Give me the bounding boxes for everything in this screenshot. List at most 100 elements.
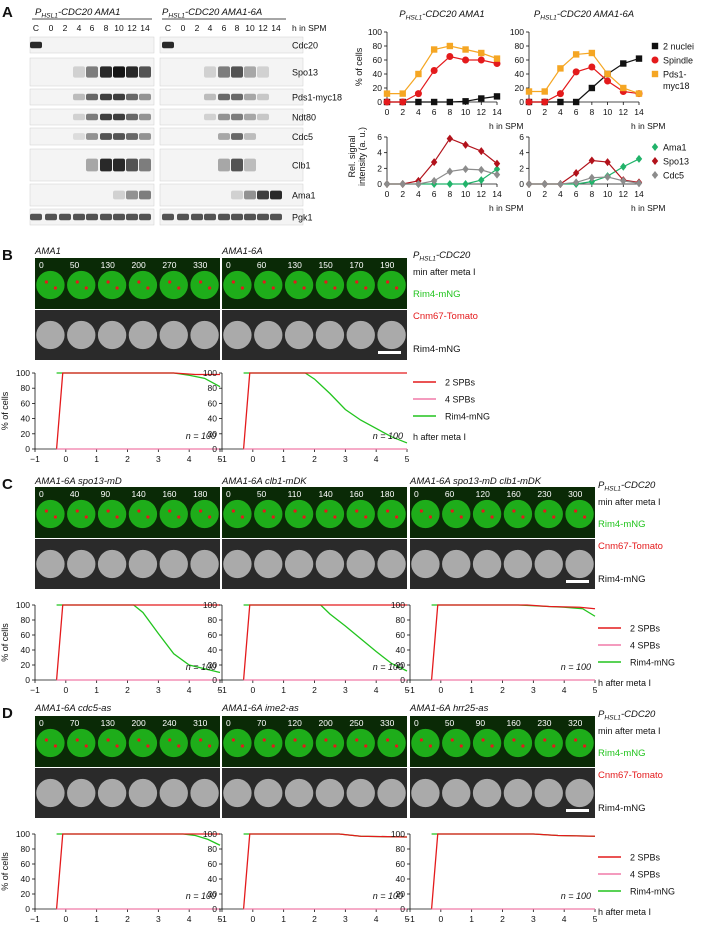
x-tick-label: 0 (63, 454, 68, 464)
time-label: 70 (257, 718, 267, 728)
data-point-square (462, 46, 469, 53)
blot-band (257, 213, 269, 221)
data-point-diamond (493, 170, 501, 179)
spb-dot (115, 286, 119, 290)
data-point-diamond (651, 171, 659, 179)
y-tick-label: 40 (208, 645, 218, 655)
n-label: n = 100 (561, 662, 591, 672)
blot-band (257, 190, 269, 200)
blot-band (231, 113, 243, 121)
cell-green (411, 499, 440, 529)
genotype-post: -CDC20 AMA1 (58, 7, 120, 18)
y-tick-label: 40 (373, 69, 383, 79)
spb-dot (512, 738, 516, 742)
y-tick-label: 100 (203, 829, 217, 839)
legend-label: 4 SPBs (630, 641, 661, 651)
y-tick-label: 60 (208, 859, 218, 869)
time-label: 310 (193, 718, 207, 728)
blot-band (30, 41, 42, 49)
data-point-diamond (635, 154, 643, 163)
blot-band (162, 41, 174, 49)
genotype-label: PHSL1-CDC20 (413, 250, 471, 263)
legend-label: 4 SPBs (630, 870, 661, 880)
gray-image (35, 539, 220, 589)
time-label: 320 (568, 718, 582, 728)
spb-dot (324, 280, 328, 284)
data-point-diamond (415, 180, 422, 188)
data-point-square (588, 84, 596, 92)
y-axis-label: % of cells (0, 852, 10, 891)
cell-green (284, 270, 314, 300)
y-tick-label: 0 (519, 179, 524, 189)
y-tick-label: 60 (396, 630, 406, 640)
x-tick-label: 2 (400, 107, 405, 117)
band-label: Clb1 (292, 161, 311, 171)
spb-dot (355, 280, 359, 284)
cell-gray (159, 549, 188, 579)
lane-label: 10 (114, 23, 124, 33)
data-point-diamond (620, 162, 627, 171)
spb-dot (53, 286, 58, 290)
x-axis-label: h after meta I (598, 907, 651, 917)
cell-green (223, 499, 252, 529)
blot-band (204, 93, 216, 101)
n-label: n = 100 (186, 662, 216, 672)
blot-band (231, 158, 243, 172)
panel-letter-c: C (2, 476, 13, 493)
micrograph-strip: 0 70 130 200 240 310 (35, 716, 220, 818)
data-point-diamond (557, 180, 564, 188)
spb-dot (231, 509, 236, 513)
cell-gray (36, 778, 65, 808)
blot-band (177, 213, 189, 221)
time-label: 0 (39, 260, 44, 270)
cell-green (36, 270, 65, 300)
x-tick-label: 4 (374, 685, 379, 695)
spb-dot (582, 515, 587, 519)
blot-band (86, 93, 98, 101)
data-point-diamond (430, 176, 438, 185)
spb-dot (419, 509, 424, 513)
y-tick-label: 0 (25, 904, 30, 914)
data-point-diamond (446, 167, 454, 176)
data-point-square (415, 98, 422, 106)
x-tick-label: 1 (94, 454, 99, 464)
cell-gray (377, 778, 406, 808)
blot-band (100, 133, 112, 140)
x-tick-label: −1 (405, 685, 415, 695)
cell-gray (36, 320, 65, 350)
band-label: Ama1 (292, 191, 316, 201)
x-tick-label: 6 (574, 189, 579, 199)
y-tick-label: 80 (21, 383, 31, 393)
spb-dot (146, 515, 150, 519)
spb-dot (364, 515, 368, 519)
cell-gray (159, 778, 188, 808)
time-label: 140 (132, 489, 146, 499)
time-label: 110 (288, 489, 302, 499)
spb-dot (324, 509, 328, 513)
spb-dot (44, 509, 49, 513)
cell-green (315, 499, 345, 529)
spb-dot (385, 738, 390, 742)
genotype-post: -CDC20 (621, 480, 656, 491)
data-point-square (446, 98, 454, 106)
x-tick-label: 5 (218, 454, 223, 464)
x-tick-label: 4 (374, 914, 379, 924)
y-tick-label: 60 (21, 630, 31, 640)
data-point-square (462, 98, 469, 105)
cell-gray (190, 549, 219, 579)
strain-label: AMA1-6A hrr25-as (409, 703, 489, 714)
data-point-diamond (635, 179, 643, 188)
data-point-square (651, 70, 659, 78)
cell-green (159, 728, 188, 758)
spb-dot (459, 744, 463, 748)
blot-band (257, 113, 269, 121)
y-tick-label: 4 (377, 148, 382, 158)
y-tick-label: 100 (203, 368, 217, 378)
x-tick-label: 0 (250, 914, 255, 924)
gray-label: Rim4-mNG (598, 574, 646, 585)
spb-dot (84, 286, 88, 290)
cell-green (472, 499, 502, 529)
x-tick-label: 1 (281, 685, 286, 695)
cell-gray (254, 320, 283, 350)
cell-green (284, 499, 314, 529)
